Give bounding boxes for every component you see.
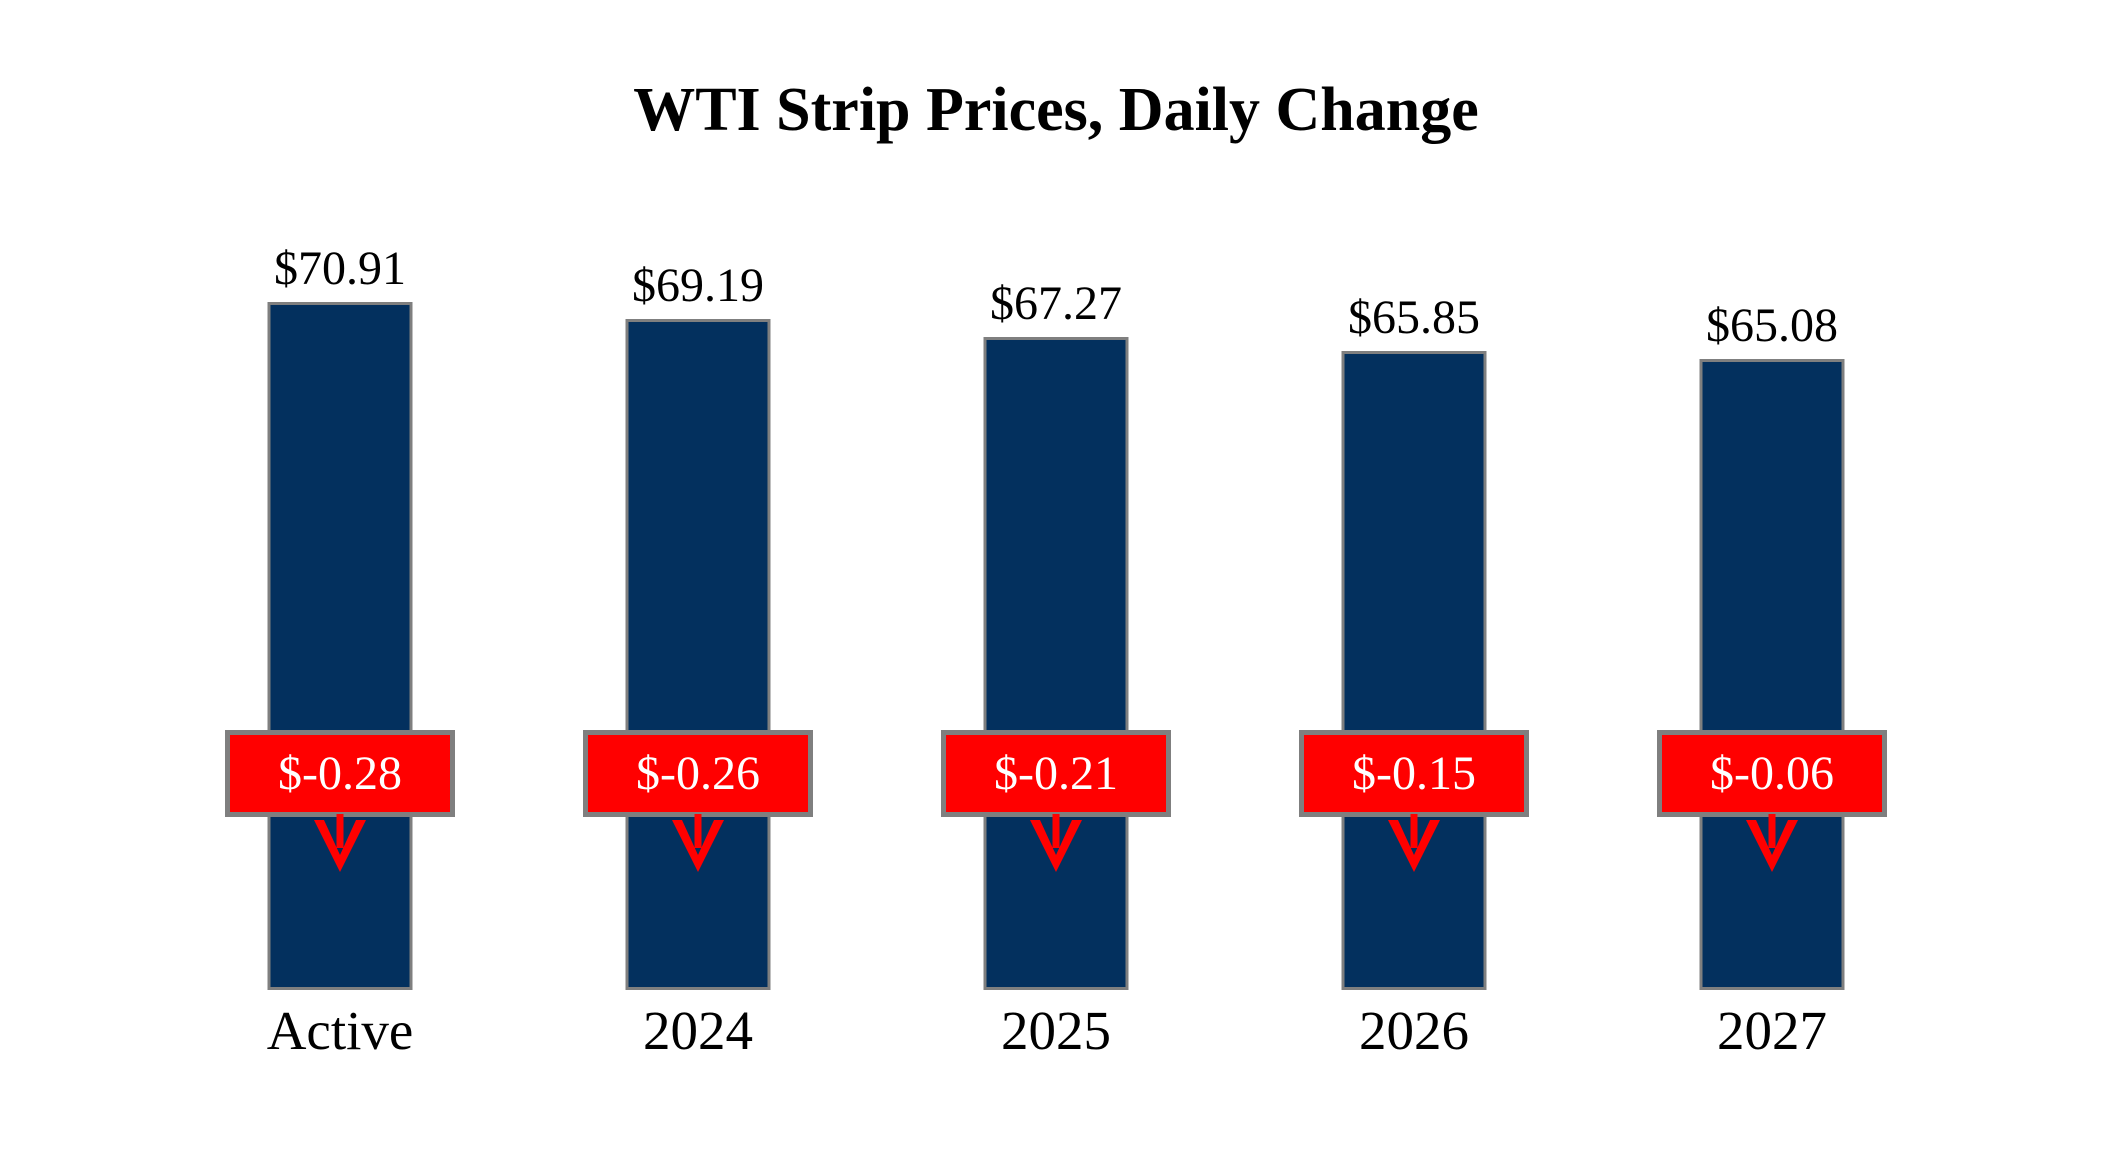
- price-label: $70.91: [274, 241, 406, 295]
- change-label: $-0.15: [1352, 746, 1476, 800]
- price-bar: [983, 337, 1129, 990]
- change-badge: $-0.26: [583, 730, 813, 817]
- bar-group: $70.91 $-0.28 Active: [161, 230, 519, 1058]
- chart-title: WTI Strip Prices, Daily Change: [633, 76, 1479, 144]
- down-arrow-icon: [314, 814, 366, 872]
- bar-group: $69.19 $-0.26 2024: [519, 230, 877, 1058]
- change-badge: $-0.21: [941, 730, 1171, 817]
- change-label: $-0.21: [994, 746, 1118, 800]
- change-badge: $-0.28: [225, 730, 455, 817]
- price-bar: [1699, 359, 1845, 990]
- price-label: $69.19: [632, 258, 764, 312]
- down-arrow-icon: [1746, 814, 1798, 872]
- price-bar: [1341, 351, 1487, 990]
- change-label: $-0.26: [636, 746, 760, 800]
- category-label: 2025: [1001, 1000, 1111, 1061]
- down-arrow-icon: [1030, 814, 1082, 872]
- price-label: $67.27: [990, 276, 1122, 330]
- price-bar: [267, 302, 413, 990]
- price-bar: [625, 319, 771, 990]
- bar-group: $65.85 $-0.15 2026: [1235, 230, 1593, 1058]
- category-label: 2027: [1717, 1000, 1827, 1061]
- bar-group: $67.27 $-0.21 2025: [877, 230, 1235, 1058]
- price-label: $65.85: [1348, 290, 1480, 344]
- category-label: Active: [266, 1000, 414, 1061]
- change-label: $-0.28: [278, 746, 402, 800]
- category-label: 2026: [1359, 1000, 1469, 1061]
- change-badge: $-0.15: [1299, 730, 1529, 817]
- price-label: $65.08: [1706, 298, 1838, 352]
- down-arrow-icon: [672, 814, 724, 872]
- plot-area: $70.91 $-0.28 Active $69.19 $-0.26 2024: [161, 230, 1951, 1058]
- change-badge: $-0.06: [1657, 730, 1887, 817]
- change-label: $-0.06: [1710, 746, 1834, 800]
- down-arrow-icon: [1388, 814, 1440, 872]
- category-label: 2024: [643, 1000, 753, 1061]
- bar-group: $65.08 $-0.06 2027: [1593, 230, 1951, 1058]
